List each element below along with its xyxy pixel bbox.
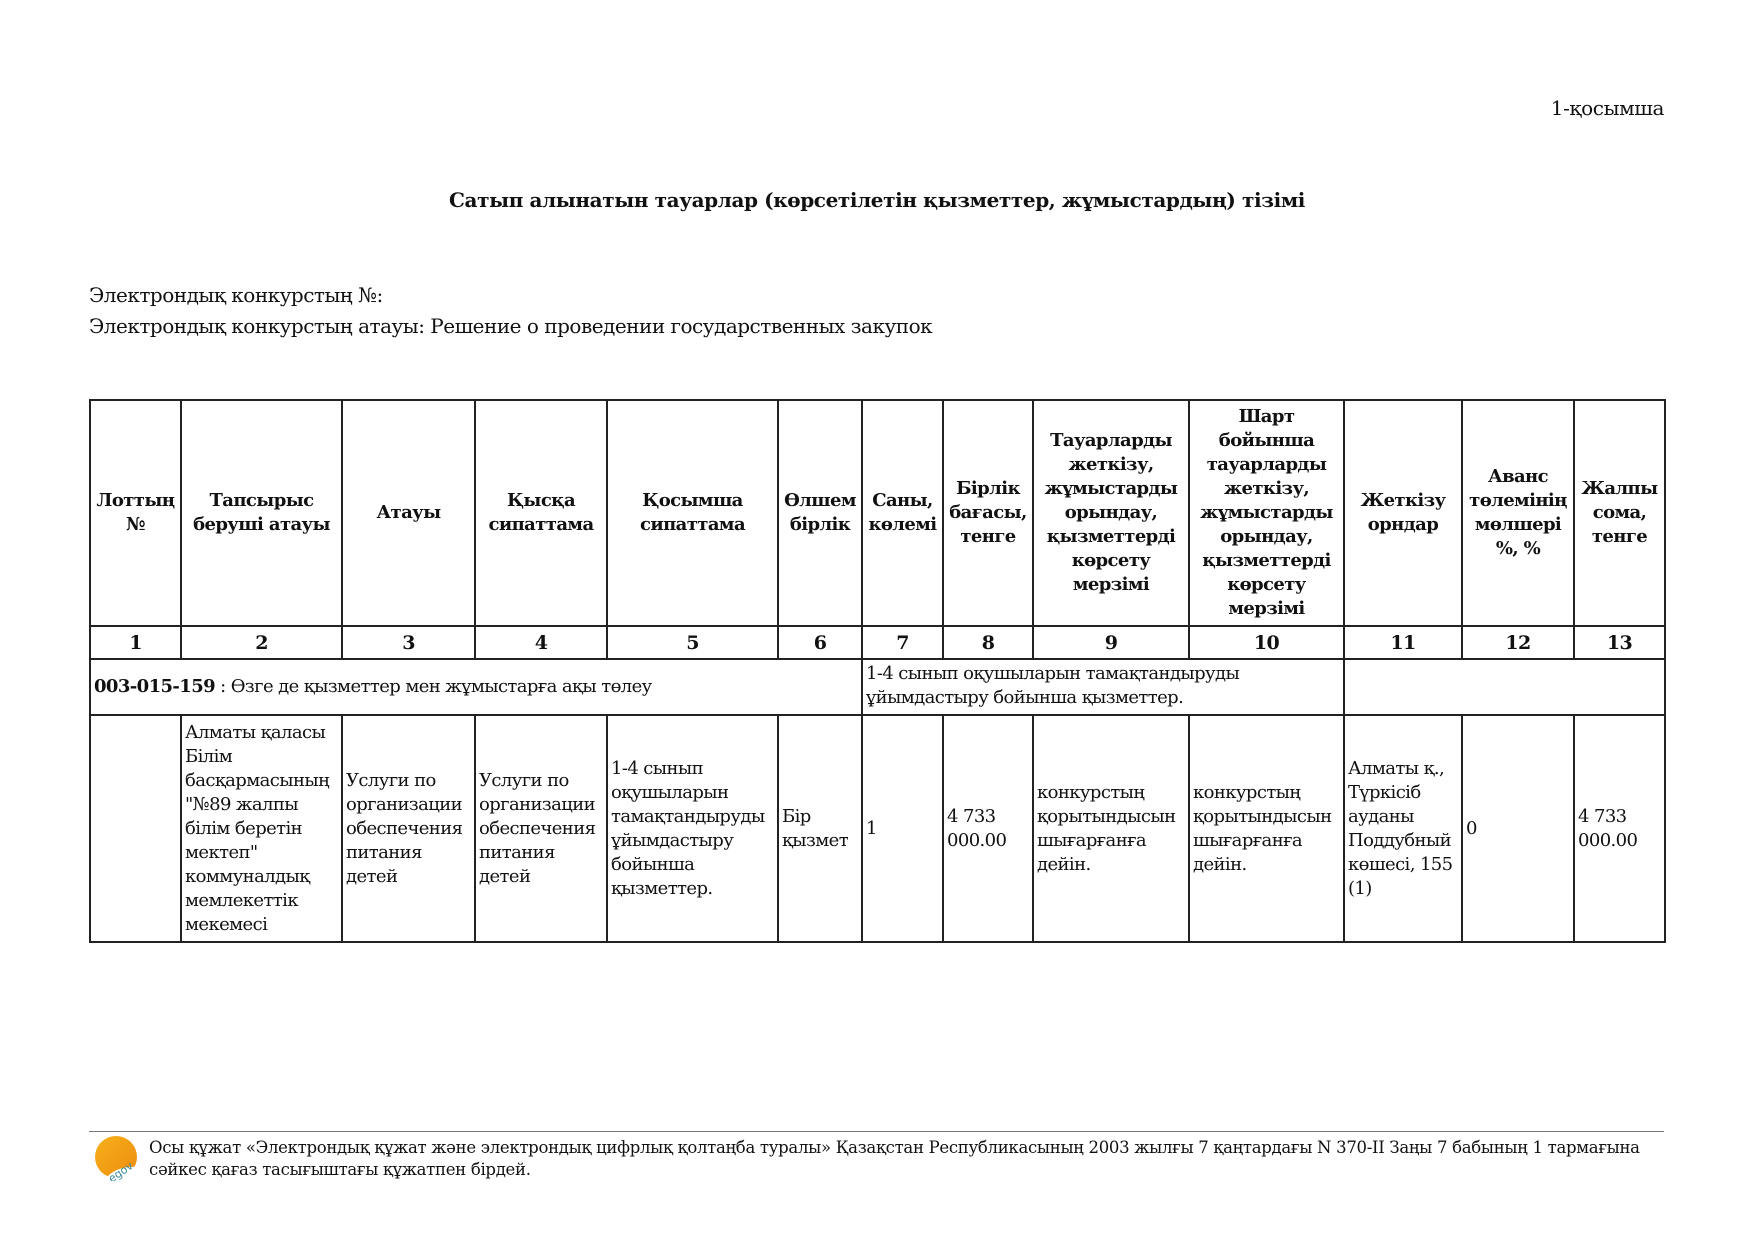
column-number: 11 [1343,625,1463,660]
unit: Бір қызмет [777,714,863,943]
column-number: 13 [1573,625,1666,660]
column-number: 2 [180,625,343,660]
header-cell: Жеткізу орндар [1343,399,1463,627]
header-cell: Атауы [341,399,476,627]
table-row: Алматы қаласы Білім басқармасының "№89 ж… [89,714,1666,943]
column-number: 8 [942,625,1034,660]
contest-meta: Электрондық конкурстың №: Электрондық ко… [89,280,933,342]
egov-sun-logo-icon: egov [95,1136,140,1181]
contract-delivery-term: конкурстың қорытындысын шығарғанға дейін… [1188,714,1345,943]
annex-label: 1-қосымша [1550,96,1665,120]
column-number: 10 [1188,625,1345,660]
contest-number: Электрондық конкурстың №: [89,283,383,307]
customer-name: Алматы қаласы Білім басқармасының "№89 ж… [180,714,343,943]
column-number: 1 [89,625,182,660]
column-number: 3 [341,625,476,660]
column-number-row: 1 2 3 4 5 6 7 8 9 10 11 12 13 [89,625,1666,660]
header-cell: Тапсырыс беруші атауы [180,399,343,627]
header-cell: Аванс төлемінің мөлшері %, % [1461,399,1575,627]
header-cell: Бірлік бағасы, тенге [942,399,1034,627]
column-number: 12 [1461,625,1575,660]
goods-table: Лоттың № Тапсырыс беруші атауы Атауы Қыс… [89,399,1666,943]
header-cell: Қысқа сипаттама [474,399,608,627]
header-cell: Қосымша сипаттама [606,399,779,627]
additional-description: 1-4 сынып оқушыларын тамақтандыруды ұйым… [606,714,779,943]
header-cell: Өлшем бірлік [777,399,863,627]
advance-percent: 0 [1461,714,1575,943]
group-code-cell: 003-015-159 : Өзге де қызметтер мен жұмы… [89,658,863,716]
header-cell: Тауарларды жеткізу, жұмыстарды орындау, … [1032,399,1190,627]
group-code: 003-015-159 [94,676,216,697]
total-amount: 4 733 000.00 [1573,714,1666,943]
header-cell: Саны, көлемі [861,399,944,627]
column-number: 7 [861,625,944,660]
column-number: 6 [777,625,863,660]
short-description: Услуги по организации обеспечения питани… [474,714,608,943]
column-number: 9 [1032,625,1190,660]
column-number: 4 [474,625,608,660]
header-cell: Жалпы сома, тенге [1573,399,1666,627]
group-row: 003-015-159 : Өзге де қызметтер мен жұмы… [89,658,1666,716]
contest-name: Электрондық конкурстың атауы: Решение о … [89,314,933,338]
group-service-description: 1-4 сынып оқушыларын тамақтандыруды ұйым… [861,658,1345,716]
unit-price: 4 733 000.00 [942,714,1034,943]
document-title: Сатып алынатын тауарлар (көрсетілетін қы… [449,188,1305,212]
delivery-term: конкурстың қорытындысын шығарғанға дейін… [1032,714,1190,943]
delivery-place: Алматы қ., Түркісіб ауданы Поддубный көш… [1343,714,1463,943]
footer-divider [89,1131,1664,1132]
group-empty-cell [1343,658,1666,716]
header-cell: Шарт бойынша тауарларды жеткізу, жұмыста… [1188,399,1345,627]
lot-number [89,714,182,943]
header-row: Лоттың № Тапсырыс беруші атауы Атауы Қыс… [89,399,1666,627]
item-name: Услуги по организации обеспечения питани… [341,714,476,943]
column-number: 5 [606,625,779,660]
header-cell: Лоттың № [89,399,182,627]
quantity: 1 [861,714,944,943]
footer-legal-text: Осы құжат «Электрондық құжат және электр… [149,1138,1640,1179]
group-code-description: : Өзге де қызметтер мен жұмыстарға ақы т… [215,676,652,697]
